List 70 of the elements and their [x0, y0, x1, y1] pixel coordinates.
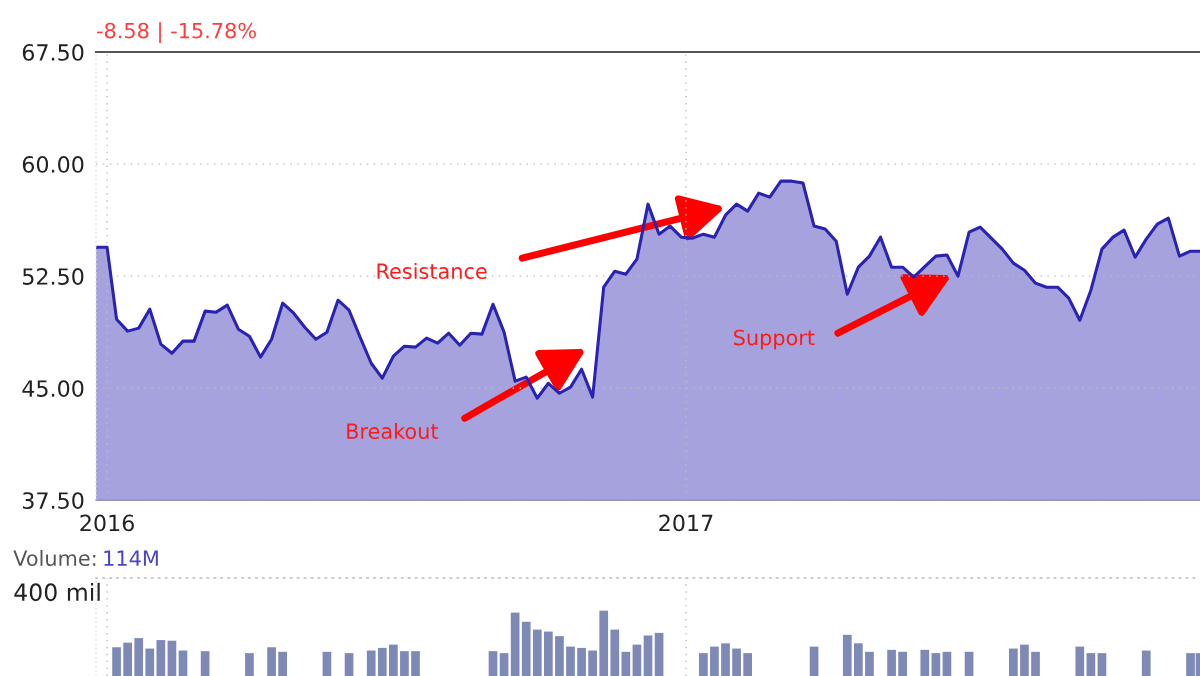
- bar: [200, 651, 210, 676]
- bar: [1075, 646, 1085, 676]
- text: -8.58 | -15.78%: [97, 22, 256, 44]
- bar: [112, 647, 121, 676]
- x-tick-label: 2016: [80, 514, 134, 532]
- bar: [1141, 650, 1151, 676]
- bar: [499, 653, 509, 676]
- bar: [389, 644, 398, 676]
- bar: [123, 642, 132, 676]
- bar: [544, 631, 553, 676]
- bar: [555, 636, 564, 676]
- bar: [865, 651, 874, 676]
- bar: [710, 646, 719, 676]
- bar: [510, 612, 520, 676]
- bar: [1097, 653, 1107, 676]
- bar: [278, 651, 287, 676]
- bar: [588, 650, 597, 676]
- bar: [1009, 648, 1018, 676]
- x-tick-label: 2017: [659, 514, 713, 532]
- bar: [344, 653, 354, 676]
- bar: [366, 650, 376, 676]
- bar: [854, 643, 863, 676]
- bar: [566, 646, 575, 676]
- bar: [245, 653, 254, 676]
- annotation: Support: [734, 329, 815, 350]
- bar: [521, 621, 531, 676]
- bar: [721, 643, 730, 676]
- bar: [1020, 644, 1029, 676]
- bar: [887, 649, 896, 676]
- annotation: Resistance: [377, 262, 487, 280]
- bar: [178, 650, 188, 676]
- bar: [577, 647, 586, 676]
- y-tick-label: 52.50: [22, 268, 84, 285]
- bar: [156, 640, 166, 676]
- bar: [643, 635, 653, 676]
- bar: [1031, 651, 1040, 676]
- bar: [898, 651, 907, 676]
- bar: [964, 651, 974, 676]
- bar: [632, 644, 642, 676]
- bar: [532, 629, 542, 676]
- y-tick-label: 67.50: [22, 44, 84, 61]
- bar: [322, 651, 332, 676]
- bar: [732, 648, 741, 676]
- bar: [488, 651, 498, 676]
- bar: [599, 610, 609, 676]
- bar: [134, 638, 144, 676]
- annotation: Breakout: [347, 422, 439, 440]
- bar: [809, 646, 819, 676]
- bar: [931, 653, 941, 676]
- bar: [621, 651, 631, 676]
- bar: [145, 648, 155, 676]
- y-tick-label: 37.50: [22, 492, 84, 509]
- bar: [167, 640, 177, 676]
- y-tick-label: 45.00: [22, 380, 84, 397]
- text: 114M: [104, 550, 158, 566]
- bar: [942, 651, 952, 676]
- bar: [842, 634, 852, 676]
- bar: [377, 647, 387, 676]
- bar: [1086, 653, 1096, 676]
- bar: [743, 653, 752, 676]
- bar: [610, 629, 620, 676]
- bar: [654, 632, 664, 676]
- bar: [267, 647, 276, 676]
- chart-title: Volume:: [13, 549, 96, 567]
- bar: [411, 651, 420, 676]
- text: 400 mil: [14, 582, 100, 602]
- y-tick-label: 60.00: [22, 156, 84, 173]
- bar: [699, 653, 708, 676]
- bar: [400, 651, 409, 676]
- bar: [920, 649, 930, 676]
